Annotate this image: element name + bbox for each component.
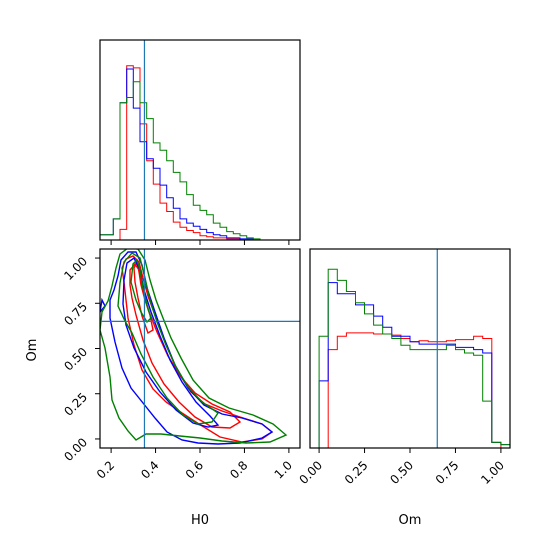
h0-histogram-series	[99, 65, 287, 241]
h0-histogram-ticks	[110, 240, 290, 245]
axis-label-h0: H0	[191, 513, 209, 528]
panel-h0-histogram	[99, 39, 301, 245]
contour-y-tick-label: 0.75	[61, 299, 90, 328]
contour-x-tick-label: 0.4	[138, 458, 161, 481]
h0-hist-series-0	[100, 65, 287, 241]
contour-x-tick-label: 1.0	[272, 458, 295, 481]
contour-blue	[100, 251, 274, 445]
contour-x-tick-label: 0.2	[94, 458, 117, 481]
contour-truth-lines	[100, 249, 300, 448]
h0-hist-series-2	[99, 81, 287, 241]
om-x-tick-label: 0.50	[387, 458, 416, 487]
om-x-tick-label: 0.00	[296, 458, 325, 487]
om-x-tick-label: 0.75	[433, 458, 462, 487]
contour-y-tick-label: 0.25	[61, 390, 90, 419]
om-hist-series-1	[310, 282, 511, 449]
panel-h0-om-contours: 0.2 0.4 0.6 0.8 1.0 0.00 0.25 0.50 0.75 1.00	[61, 248, 301, 482]
panel-om-histogram: 0.00 0.25 0.50 0.75 1.00	[296, 248, 511, 487]
contour-x-tick-label: 0.6	[183, 458, 206, 481]
om-x-tick-label: 1.00	[478, 458, 507, 487]
contour-y-tick-label: 0.00	[61, 435, 90, 464]
om-hist-series-0	[310, 332, 510, 449]
h0-hist-series-1	[99, 68, 287, 241]
contour-y-tick-label: 0.50	[61, 345, 90, 374]
axis-label-om-left: Om	[25, 339, 40, 362]
om-x-tick-label: 0.25	[342, 458, 371, 487]
contour-x-tick-label: 0.8	[227, 458, 250, 481]
om-histogram-ticks: 0.00 0.25 0.50 0.75 1.00	[296, 448, 507, 487]
om-histogram-series	[310, 268, 511, 449]
contour-region	[100, 249, 288, 445]
axis-label-om-bottom: Om	[399, 513, 422, 528]
contour-y-tick-label: 1.00	[61, 254, 90, 283]
contour-green	[100, 249, 288, 444]
om-hist-series-2	[310, 268, 511, 449]
